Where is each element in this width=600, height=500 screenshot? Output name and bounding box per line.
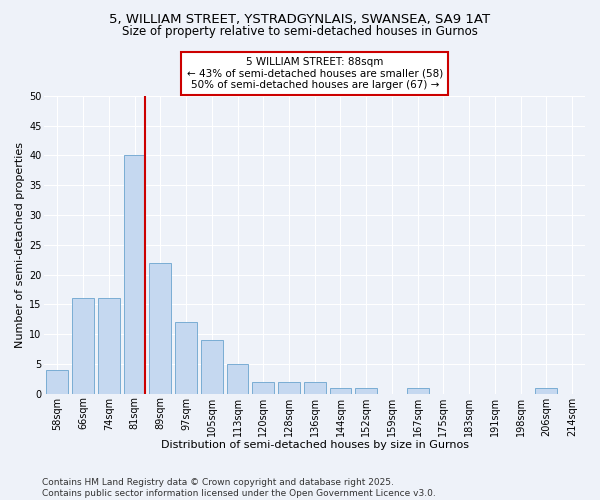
- Bar: [201, 340, 223, 394]
- Bar: [355, 388, 377, 394]
- Text: 5 WILLIAM STREET: 88sqm
← 43% of semi-detached houses are smaller (58)
50% of se: 5 WILLIAM STREET: 88sqm ← 43% of semi-de…: [187, 56, 443, 90]
- Text: Contains HM Land Registry data © Crown copyright and database right 2025.
Contai: Contains HM Land Registry data © Crown c…: [42, 478, 436, 498]
- Bar: [98, 298, 120, 394]
- Bar: [278, 382, 300, 394]
- Text: Size of property relative to semi-detached houses in Gurnos: Size of property relative to semi-detach…: [122, 25, 478, 38]
- Bar: [72, 298, 94, 394]
- Bar: [407, 388, 428, 394]
- Bar: [304, 382, 326, 394]
- X-axis label: Distribution of semi-detached houses by size in Gurnos: Distribution of semi-detached houses by …: [161, 440, 469, 450]
- Bar: [175, 322, 197, 394]
- Text: 5, WILLIAM STREET, YSTRADGYNLAIS, SWANSEA, SA9 1AT: 5, WILLIAM STREET, YSTRADGYNLAIS, SWANSE…: [109, 12, 491, 26]
- Bar: [46, 370, 68, 394]
- Bar: [329, 388, 352, 394]
- Y-axis label: Number of semi-detached properties: Number of semi-detached properties: [15, 142, 25, 348]
- Bar: [149, 262, 171, 394]
- Bar: [253, 382, 274, 394]
- Bar: [124, 156, 145, 394]
- Bar: [535, 388, 557, 394]
- Bar: [227, 364, 248, 394]
